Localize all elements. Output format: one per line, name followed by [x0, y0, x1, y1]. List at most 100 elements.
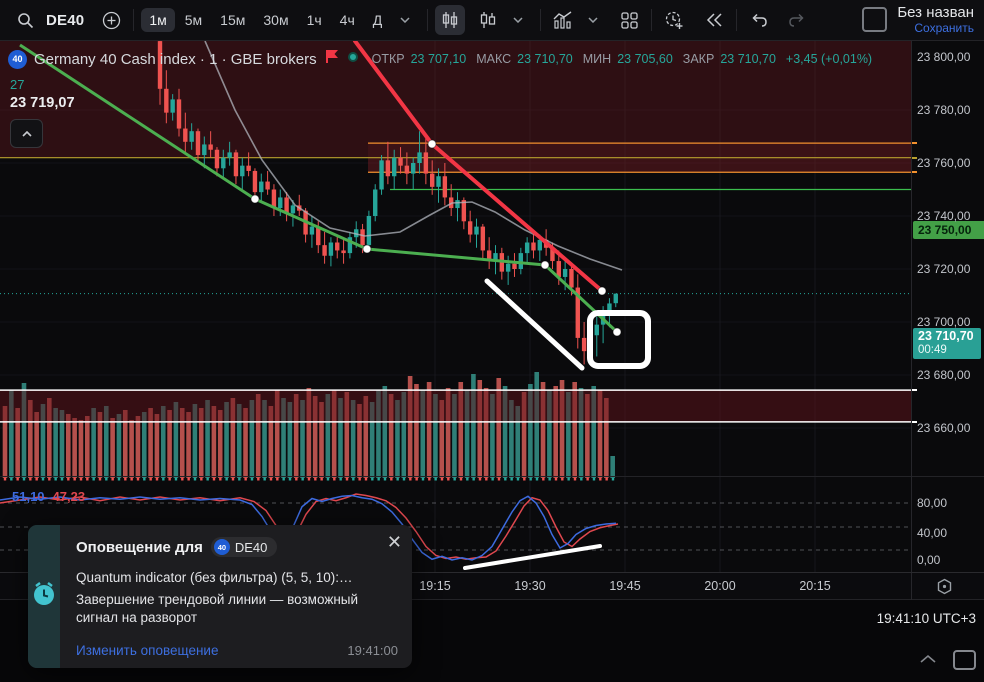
chevron-down-icon[interactable] — [390, 5, 420, 35]
volume-bar — [319, 402, 324, 478]
price-axis-label: 23 660,00 — [917, 421, 971, 435]
indicators-icon[interactable] — [548, 5, 578, 35]
axis-border — [911, 41, 912, 600]
chevron-up-icon[interactable] — [919, 651, 937, 669]
chevron-down-icon[interactable] — [578, 5, 608, 35]
indicator-price-label: 23 719,07 — [10, 95, 75, 111]
candles-icon[interactable] — [435, 5, 466, 35]
volume-bar — [9, 390, 14, 478]
toolbar-separator — [427, 9, 429, 31]
timeframe-Д[interactable]: Д — [372, 12, 383, 28]
chevron-down-icon[interactable] — [503, 5, 533, 35]
candle — [347, 231, 353, 259]
candle — [411, 157, 416, 190]
timeframe-1м[interactable]: 1м — [141, 8, 175, 32]
toolbar-separator — [651, 9, 653, 31]
layout-title[interactable]: Без назван — [897, 4, 974, 22]
search-icon[interactable] — [10, 5, 40, 35]
redo-icon[interactable] — [782, 5, 812, 35]
candle — [417, 131, 422, 174]
volume-layer — [2, 372, 615, 478]
candle — [328, 237, 334, 267]
volume-bar — [2, 406, 8, 478]
bar-countdown: 00:49 — [918, 344, 947, 356]
zones — [0, 41, 911, 173]
timeframe-15м[interactable]: 15м — [220, 12, 246, 28]
timeframe-5м[interactable]: 5м — [184, 12, 203, 28]
last-price-value: 23 710,70 — [918, 329, 974, 343]
volume-bar — [160, 406, 166, 478]
layout-checkbox-icon[interactable] — [862, 7, 888, 33]
flag-icon[interactable] — [324, 49, 340, 69]
chart-canvas[interactable] — [0, 41, 911, 572]
price-axis[interactable]: 23 750,00 23 710,70 00:49 23 800,00 23 78… — [912, 41, 984, 572]
drawing-handle — [362, 244, 372, 254]
volume-bar — [281, 398, 286, 478]
volume-bar — [363, 396, 369, 478]
volume-bar — [585, 394, 590, 478]
volume-bar — [192, 404, 198, 478]
legend-title[interactable]: Germany 40 Cash index · 1 · GBE brokers — [34, 50, 317, 68]
ohlc-value: 23 710,70 — [720, 52, 776, 66]
drawing-handle — [540, 260, 550, 270]
candle — [259, 173, 264, 203]
candle — [290, 200, 296, 227]
save-layout-button[interactable]: Сохранить — [914, 20, 974, 35]
toast-symbol-pill[interactable]: 40 DE40 — [210, 537, 278, 557]
toast-accent-strip — [28, 525, 60, 668]
timeframe-30м[interactable]: 30м — [263, 12, 289, 28]
candle — [385, 141, 391, 185]
market-status-icon[interactable] — [347, 50, 359, 68]
volume-bar — [477, 380, 483, 478]
terminal-clock[interactable]: 19:41:10 UTC+3 — [876, 611, 976, 626]
toast-message-line2: Завершение трендовой линии — возможный — [76, 592, 359, 608]
ohlc-value: 23 710,70 — [517, 52, 573, 66]
chart-legend: 40 Germany 40 Cash index · 1 · GBE broke… — [8, 49, 876, 69]
candle — [467, 210, 473, 243]
restore-pane-icon[interactable] — [953, 650, 976, 670]
timeframe-group: 1м 5м 15м 30м 1ч 4ч Д — [141, 8, 390, 32]
replay-icon[interactable] — [699, 5, 729, 35]
volume-bar — [135, 416, 141, 478]
undo-icon[interactable] — [744, 5, 774, 35]
legend-collapse-button[interactable] — [10, 119, 43, 148]
candle — [227, 141, 232, 166]
candle — [341, 239, 346, 264]
oscillator-axis-label: 40,00 — [917, 526, 948, 540]
candle — [581, 322, 587, 365]
hollow-candles-icon[interactable] — [473, 5, 503, 35]
timeframe-4ч[interactable]: 4ч — [339, 12, 355, 28]
plus-circle-icon[interactable] — [96, 5, 126, 35]
close-icon[interactable]: ✕ — [386, 532, 402, 552]
volume-bar — [268, 406, 274, 478]
symbol-name[interactable]: DE40 — [46, 11, 85, 29]
add-alert-icon[interactable] — [659, 5, 689, 35]
symbol-logo: 40 — [8, 49, 27, 69]
candle — [252, 168, 258, 201]
pane-separator[interactable] — [0, 476, 984, 477]
volume-bar — [287, 402, 293, 478]
candle — [246, 152, 251, 177]
volume-bar — [483, 388, 489, 478]
price-axis-label: 23 800,00 — [917, 50, 971, 64]
volume-bar — [382, 386, 388, 478]
price-axis-label: 23 740,00 — [917, 209, 971, 223]
volume-bar — [521, 392, 527, 478]
edit-alert-link[interactable]: Изменить оповещение — [76, 643, 219, 658]
volume-bar — [122, 410, 128, 478]
oscillator-white-trendline — [463, 544, 602, 570]
candle — [455, 192, 460, 222]
volume-bar — [72, 418, 77, 478]
axis-settings-icon[interactable] — [936, 578, 953, 600]
indicator-value: 27 — [10, 77, 25, 92]
volume-bar — [395, 400, 400, 478]
candle — [164, 70, 169, 124]
timeframe-1ч[interactable]: 1ч — [306, 12, 322, 28]
volume-bar — [464, 390, 470, 478]
layout-grid-icon[interactable] — [614, 5, 644, 35]
candle — [240, 157, 245, 190]
volume-bar — [553, 386, 559, 478]
volume-bar — [369, 402, 375, 478]
candle — [486, 237, 492, 269]
volume-bar — [344, 392, 350, 478]
